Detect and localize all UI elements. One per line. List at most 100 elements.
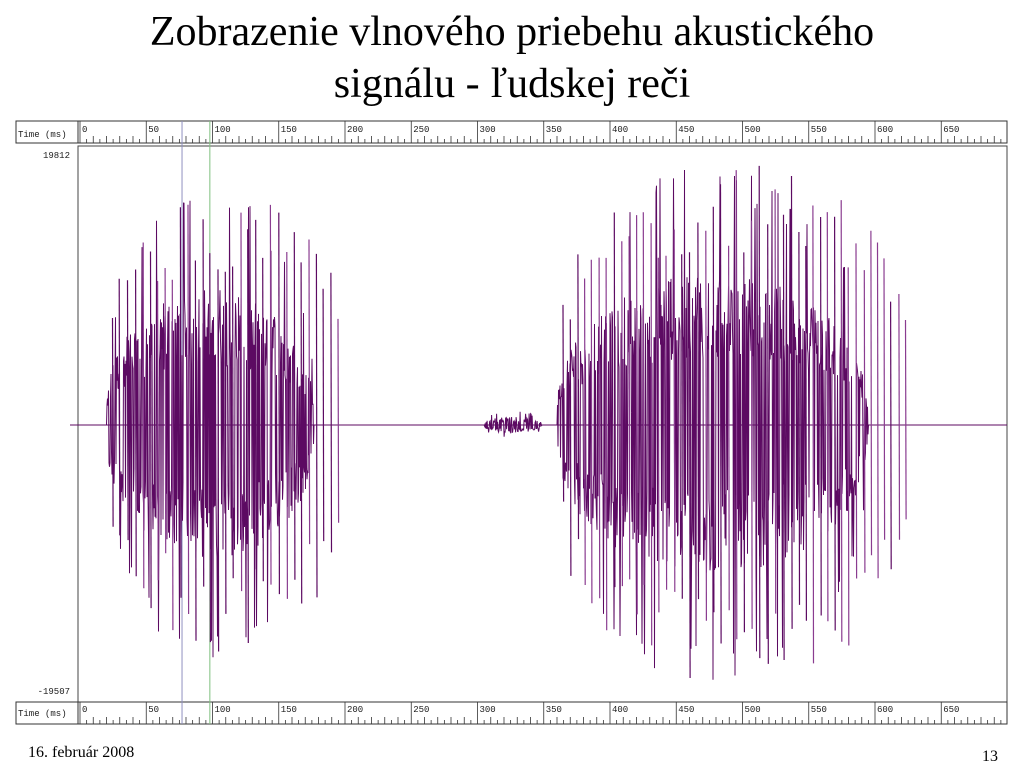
ruler-box: [15, 701, 1008, 725]
slide-page-number: 13: [982, 748, 998, 765]
waveform-spike: [883, 258, 886, 540]
waveform-spike: [171, 279, 174, 631]
waveform-segment-2: [483, 411, 551, 437]
waveform-spike: [278, 212, 280, 595]
y-max-label: 19812: [43, 151, 70, 161]
waveform-spike: [673, 229, 676, 592]
waveform-spike: [790, 175, 793, 629]
waveform-spike: [605, 257, 608, 631]
waveform-spike: [688, 252, 691, 679]
waveform-spike: [255, 219, 257, 570]
x-tick-label: 250: [413, 705, 429, 715]
waveform-spike: [157, 280, 159, 581]
x-tick-label: 200: [347, 125, 363, 135]
footer-date: 16. február 2008: [28, 744, 135, 761]
waveform-spike: [621, 241, 624, 587]
x-tick-label: 400: [612, 705, 628, 715]
waveform-spike: [337, 318, 340, 523]
x-tick-label: 0: [82, 125, 87, 135]
waveform-spike: [583, 278, 586, 586]
x-tick-label: 100: [215, 125, 231, 135]
waveform-spike: [118, 278, 121, 536]
x-tick-label: 400: [612, 125, 628, 135]
waveform-spike: [735, 170, 738, 640]
waveform-spike: [135, 269, 137, 577]
waveform-spike: [798, 231, 801, 605]
slide-title: Zobrazenie vlnového priebehu akustického…: [0, 6, 1024, 110]
waveform-spike: [826, 212, 829, 622]
waveform-segment-3: [556, 169, 915, 680]
waveform-spike: [149, 251, 152, 609]
waveform-spike: [202, 219, 205, 587]
x-tick-label: 350: [546, 705, 562, 715]
waveform-spike: [590, 259, 593, 604]
bottom-x-axis-label: Time (ms): [18, 709, 67, 719]
waveform-spike: [727, 245, 730, 611]
waveform-spike: [286, 251, 288, 599]
waveform-spike: [705, 230, 708, 621]
waveform-spike: [743, 252, 746, 633]
waveform-spike: [179, 207, 182, 598]
waveform-spike: [635, 215, 638, 615]
waveform-spike: [847, 267, 850, 646]
x-tick-label: 50: [148, 125, 159, 135]
waveform-spike: [681, 254, 683, 599]
waveform-spike: [240, 212, 243, 592]
waveform-spike: [767, 224, 769, 664]
x-tick-label: 600: [877, 125, 893, 135]
x-tick-label: 500: [745, 125, 761, 135]
ruler-box: [15, 120, 1008, 144]
waveform-spike: [750, 220, 753, 629]
x-tick-label: 150: [281, 125, 297, 135]
waveform-spike: [269, 204, 272, 585]
bottom-time-ruler: 0 50 100 150 200 250 300 350 400 450 500 550 600 650: [15, 701, 1008, 725]
x-tick-label: 300: [480, 125, 496, 135]
waveform-spike: [232, 266, 234, 579]
waveform-spike: [650, 223, 653, 646]
waveform-spike: [889, 301, 892, 570]
waveform-spike: [224, 271, 227, 614]
x-tick-label: 600: [877, 705, 893, 715]
waveform-spike: [577, 254, 580, 540]
x-tick-label: 200: [347, 705, 363, 715]
waveform-spike: [719, 184, 722, 644]
top-time-ruler: 0 50 100 150 200 250 300 350 400 450 500 550 600 650: [15, 120, 1008, 144]
waveform-spike: [840, 200, 843, 642]
x-tick-label: 650: [943, 125, 959, 135]
waveform-trace: [70, 165, 1007, 680]
waveform-spike: [598, 257, 601, 599]
slide-title-line-2: signálu - ľudskej reči: [333, 61, 691, 107]
waveform-spike: [562, 304, 565, 502]
x-tick-label: 100: [215, 705, 231, 715]
x-tick-label: 300: [480, 705, 496, 715]
waveform-spike: [126, 280, 129, 541]
waveform-spike: [315, 253, 318, 598]
waveform-spike: [142, 242, 145, 589]
waveform-spike: [657, 257, 660, 613]
waveform-spike: [876, 242, 879, 579]
waveform-spike: [164, 267, 167, 554]
waveform-spike: [665, 255, 668, 590]
waveform-spike: [293, 232, 296, 580]
x-tick-label: 450: [678, 705, 694, 715]
x-tick-label: 0: [82, 705, 87, 715]
waveform-spike: [863, 270, 866, 573]
waveform-spike: [111, 317, 114, 527]
waveform-spike: [262, 257, 264, 582]
x-tick-label: 50: [148, 705, 159, 715]
x-tick-label: 500: [745, 705, 761, 715]
waveform-spike: [805, 245, 808, 621]
waveform-spike: [642, 212, 645, 585]
x-tick-label: 250: [413, 125, 429, 135]
waveform-spike: [697, 222, 700, 600]
x-tick-label: 550: [811, 705, 827, 715]
waveform-spike: [758, 165, 761, 659]
waveform-spike: [812, 205, 815, 664]
waveform-spike: [194, 260, 197, 641]
waveform-spike: [819, 216, 822, 616]
waveform-spike: [782, 214, 785, 661]
x-tick-label: 350: [546, 125, 562, 135]
waveform-spike: [300, 262, 303, 604]
waveform-spike: [187, 204, 190, 615]
